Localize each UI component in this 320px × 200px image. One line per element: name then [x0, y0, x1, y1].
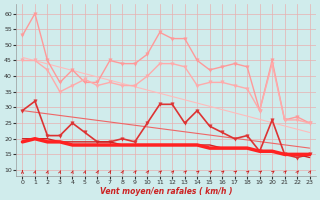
X-axis label: Vent moyen/en rafales ( km/h ): Vent moyen/en rafales ( km/h )	[100, 187, 232, 196]
